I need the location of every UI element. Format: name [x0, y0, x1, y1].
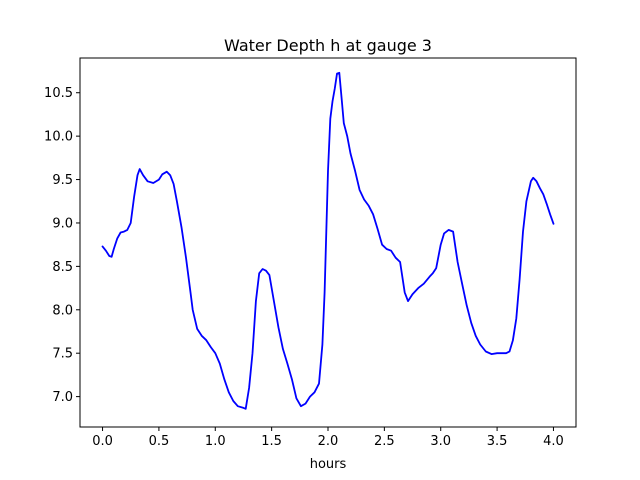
x-tick-label: 3.0 [430, 434, 451, 449]
chart-title: Water Depth h at gauge 3 [224, 36, 432, 55]
x-tick-label: 0.0 [92, 434, 113, 449]
y-tick-label: 10.0 [44, 130, 73, 145]
x-axis-ticks: 0.0 0.5 1.0 1.5 2.0 2.5 3.0 3.5 4.0 [92, 427, 564, 449]
series-line-0 [101, 71, 555, 410]
y-tick-label: 9.0 [52, 216, 73, 231]
axes-frame [79, 57, 577, 428]
plot-area [101, 71, 555, 410]
y-tick-label: 7.5 [52, 347, 73, 362]
x-tick-label: 2.5 [374, 434, 395, 449]
x-tick-label: 3.5 [487, 434, 508, 449]
x-tick-label: 4.0 [543, 434, 564, 449]
x-tick-label: 2.0 [318, 434, 339, 449]
x-tick-label: 0.5 [149, 434, 170, 449]
y-tick-label: 8.5 [52, 260, 73, 275]
x-axis-label: hours [310, 457, 347, 472]
y-tick-label: 9.5 [52, 173, 73, 188]
x-tick-label: 1.5 [261, 434, 282, 449]
y-tick-label: 8.0 [52, 303, 73, 318]
y-tick-label: 10.5 [44, 86, 73, 101]
x-tick-label: 1.0 [205, 434, 226, 449]
y-axis-ticks: 7.0 7.5 8.0 8.5 9.0 9.5 10.0 10.5 [44, 86, 80, 405]
y-tick-label: 7.0 [52, 390, 73, 405]
